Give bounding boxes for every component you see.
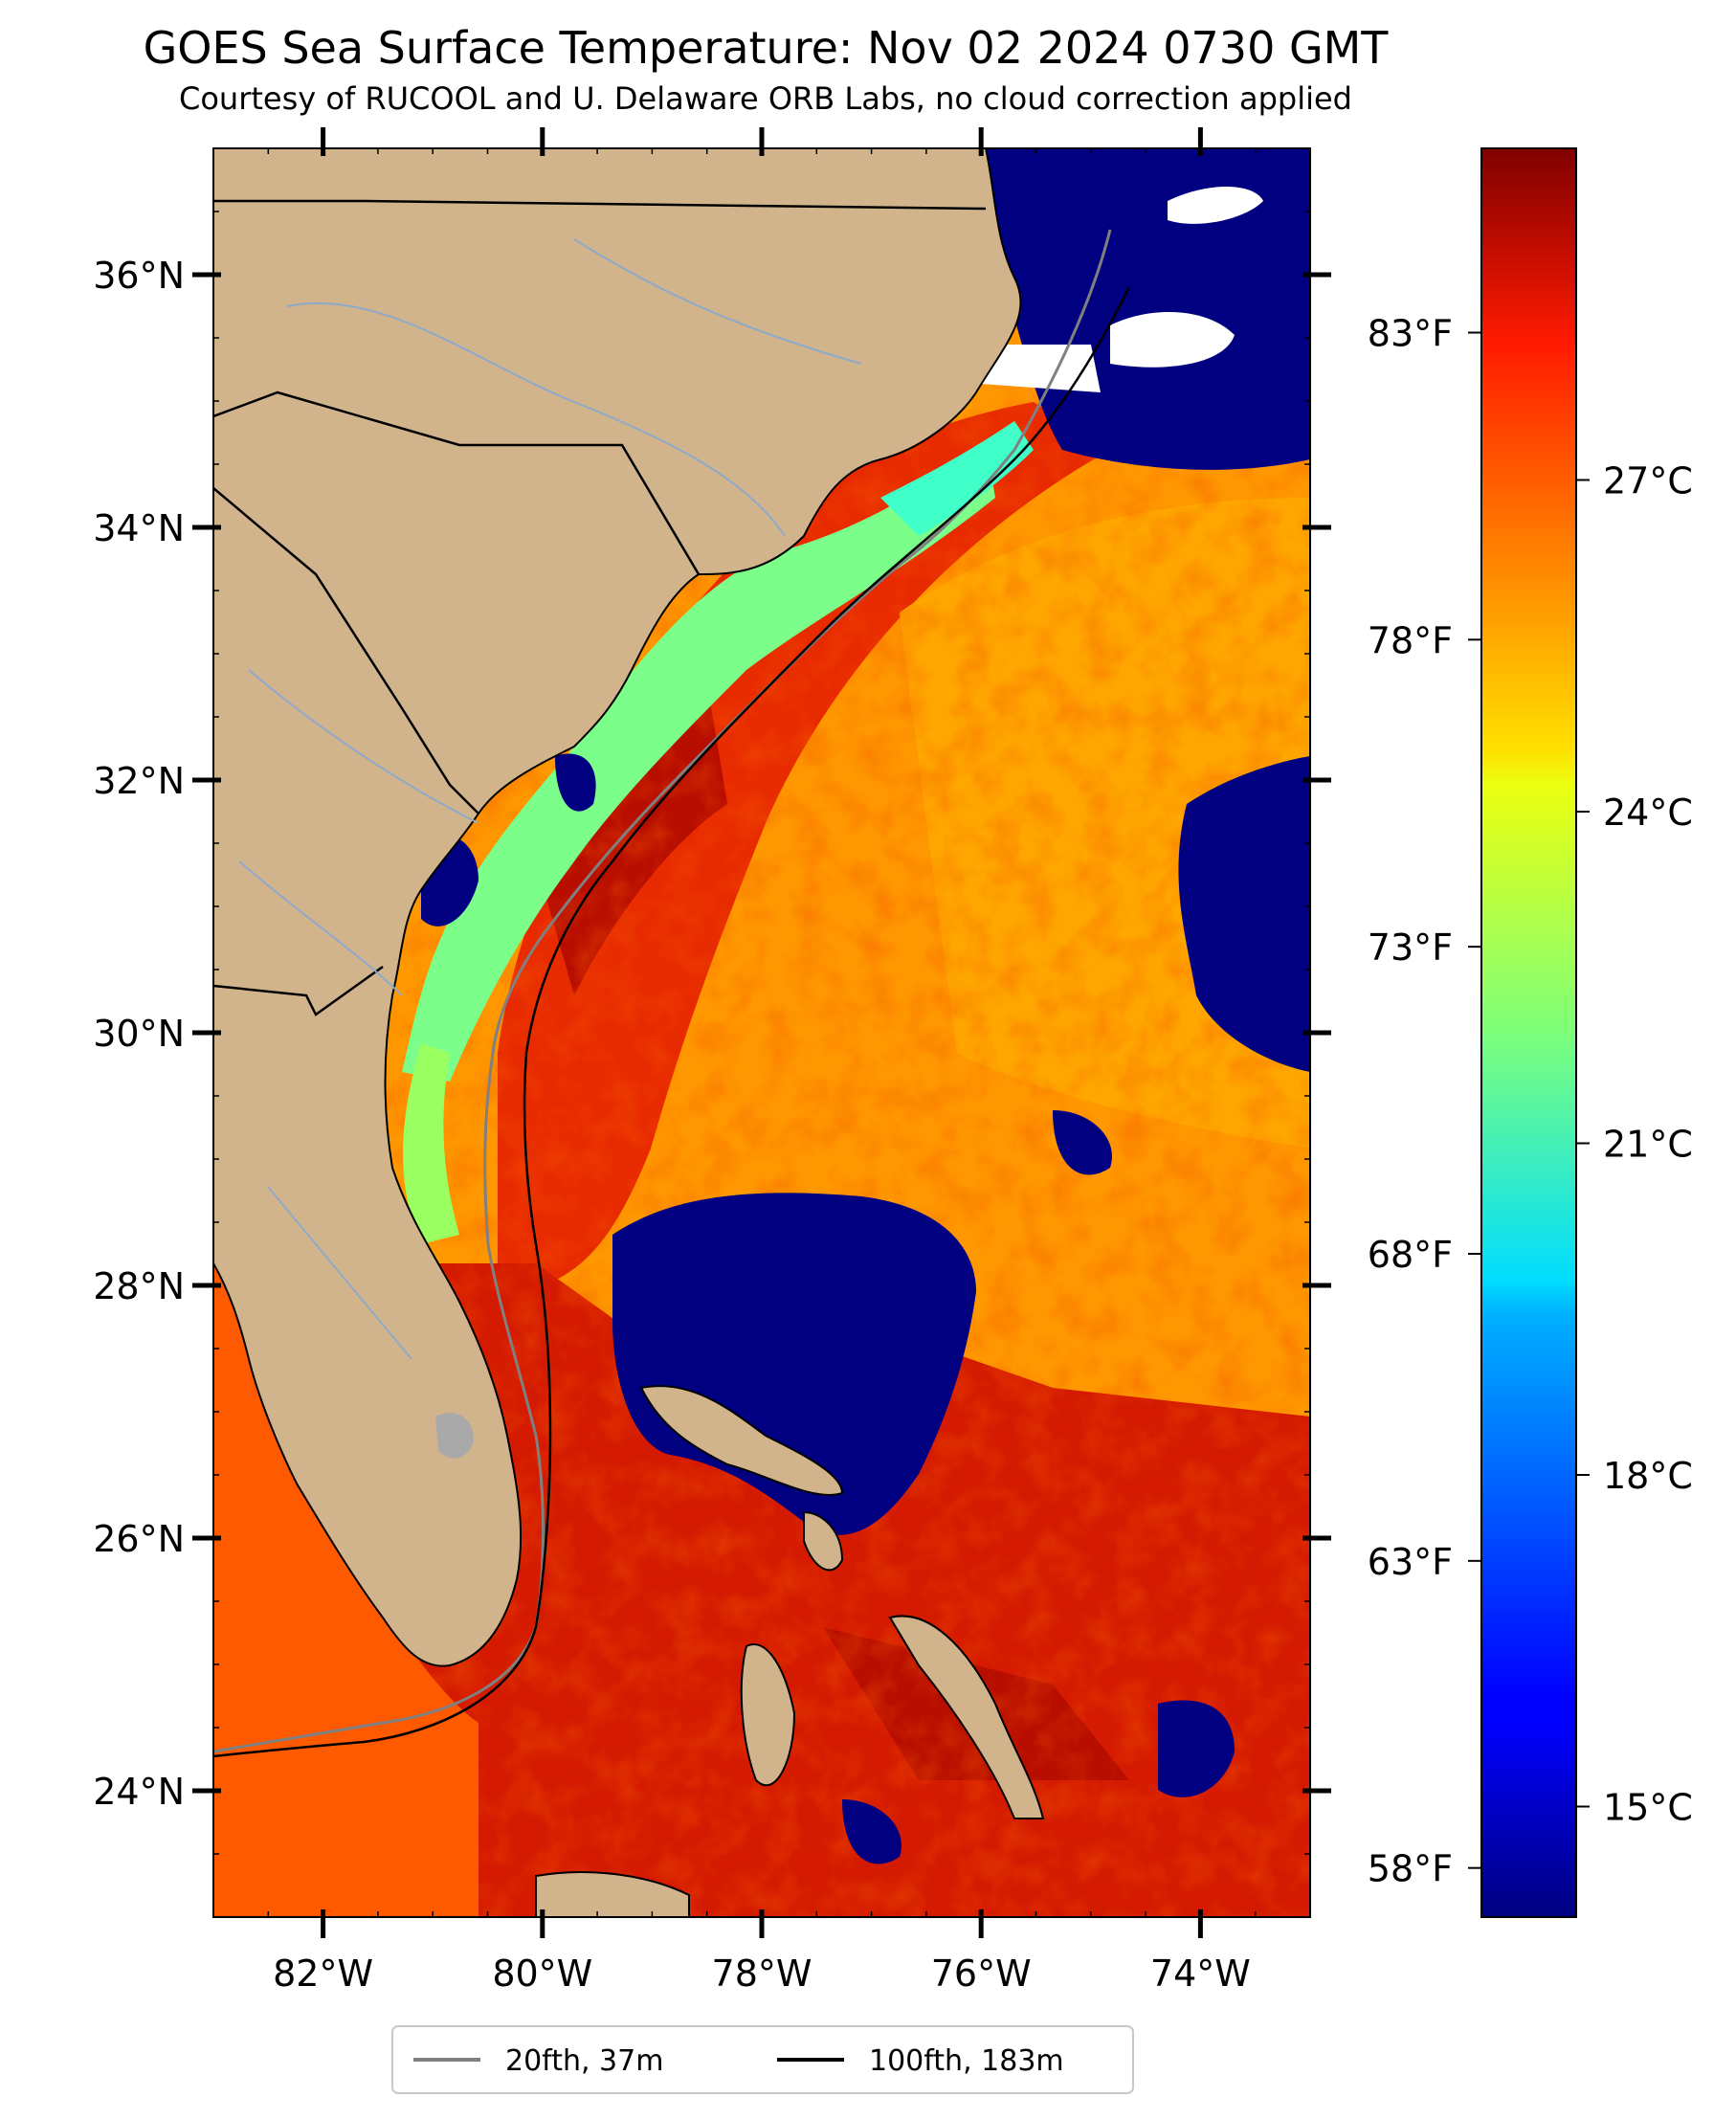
lon-tick-label: 80°W xyxy=(492,1953,592,1995)
bahamas-islands xyxy=(535,1385,1045,1917)
state-borders xyxy=(213,199,987,1016)
colorbar-label-celsius: 15°C xyxy=(1603,1787,1693,1829)
colorbar-label-fahrenheit: 83°F xyxy=(1368,313,1453,355)
contour-100fth xyxy=(213,286,1131,1758)
longitude-axis: 82°W 80°W 78°W 76°W 74°W xyxy=(273,127,1251,1995)
legend-box xyxy=(391,2025,1134,2094)
lat-tick-label: 34°N xyxy=(93,507,185,549)
cloud-regions xyxy=(421,148,1310,1864)
colorbar-label-fahrenheit: 63°F xyxy=(1368,1541,1453,1583)
colorbar: 27°C 24°C 21°C 18°C 15°C 83°F 78°F 73°F 68°F 63°… xyxy=(1368,147,1693,1918)
lat-tick-label: 28°N xyxy=(93,1265,185,1307)
nearshore-cool-band xyxy=(402,440,995,1082)
legend-label-20fth: 20fth, 37m xyxy=(505,2044,663,2078)
map-title: GOES Sea Surface Temperature: Nov 02 202… xyxy=(144,22,1390,74)
lon-tick-label: 76°W xyxy=(931,1953,1032,1995)
lat-tick-label: 26°N xyxy=(93,1518,185,1560)
colorbar-label-celsius: 24°C xyxy=(1603,792,1693,834)
no-data-regions xyxy=(967,187,1263,392)
lat-tick-label: 30°N xyxy=(93,1013,185,1055)
latitude-axis: 36°N 34°N 32°N 30°N 28°N 26°N 24°N xyxy=(93,255,1331,1813)
lon-tick-label: 74°W xyxy=(1150,1953,1251,1995)
colorbar-gradient xyxy=(1480,147,1577,1918)
nearshore-green-georgia xyxy=(403,1043,459,1244)
lat-tick-label: 24°N xyxy=(93,1771,185,1813)
colorbar-label-celsius: 18°C xyxy=(1603,1455,1693,1497)
lat-tick-label: 32°N xyxy=(93,760,185,802)
lake-okeechobee xyxy=(435,1413,474,1459)
land-mainland xyxy=(213,148,1022,1667)
lon-tick-label: 82°W xyxy=(273,1953,373,1995)
colorbar-label-fahrenheit: 58°F xyxy=(1368,1848,1453,1890)
colorbar-label-celsius: 21°C xyxy=(1603,1124,1693,1166)
sst-map xyxy=(213,148,1310,1917)
colorbar-label-fahrenheit: 78°F xyxy=(1368,619,1453,661)
legend-label-100fth: 100fth, 183m xyxy=(869,2044,1064,2078)
colorbar-fahrenheit-ticks: 83°F 78°F 73°F 68°F 63°F 58°F xyxy=(1368,313,1481,1890)
colorbar-label-fahrenheit: 73°F xyxy=(1368,926,1453,969)
legend: 20fth, 37m 100fth, 183m xyxy=(391,2025,1134,2094)
colorbar-label-celsius: 27°C xyxy=(1603,460,1693,502)
nearshore-cyan-north xyxy=(880,421,1034,536)
colorbar-celsius-ticks: 27°C 24°C 21°C 18°C 15°C xyxy=(1576,460,1693,1829)
lat-tick-label: 36°N xyxy=(93,255,185,297)
rivers xyxy=(238,238,862,1360)
map-subtitle: Courtesy of RUCOOL and U. Delaware ORB L… xyxy=(179,80,1352,117)
colorbar-label-fahrenheit: 68°F xyxy=(1368,1234,1453,1276)
lon-tick-label: 78°W xyxy=(712,1953,812,1995)
contour-20fth xyxy=(213,229,1112,1753)
